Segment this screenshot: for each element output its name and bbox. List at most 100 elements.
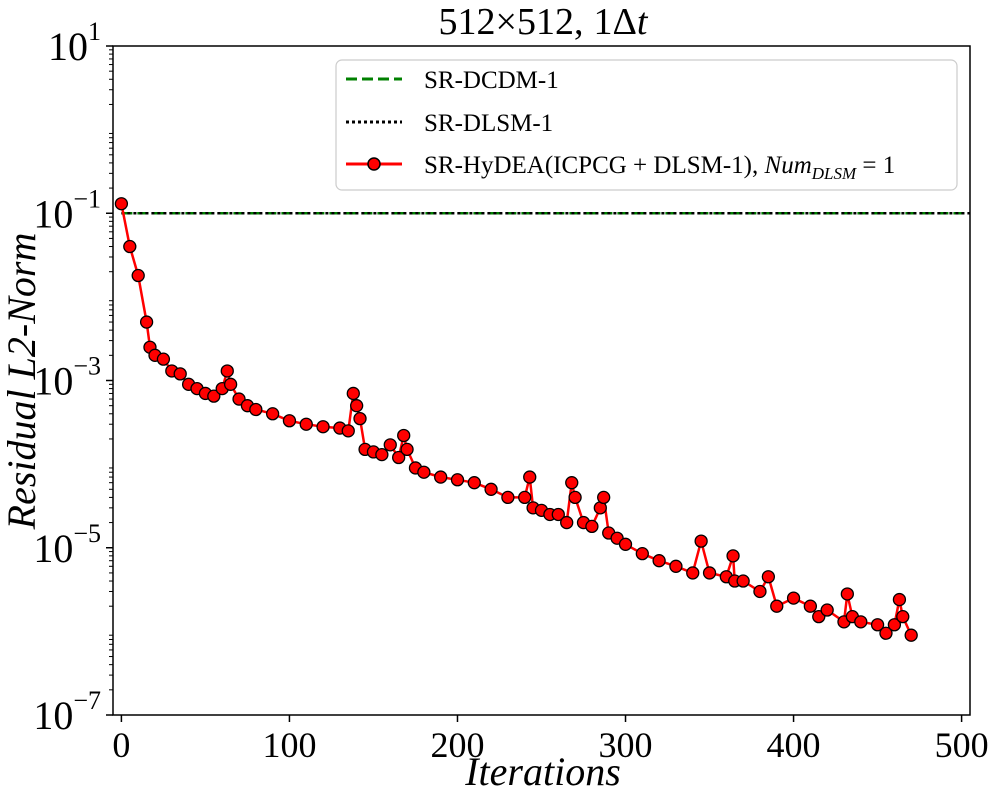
y-tick-label: 101 (48, 17, 101, 69)
title-size: 512×512, (439, 1, 584, 43)
series-point (484, 482, 498, 496)
series-point (316, 420, 330, 434)
series-point (892, 592, 907, 607)
series-point (220, 364, 234, 378)
series-point (896, 609, 910, 624)
series-point (131, 268, 145, 283)
series-point (156, 352, 171, 366)
legend-label-hydea-text: SR-HyDEA(ICPCG + DLSM-1), (424, 152, 765, 179)
y-tick-base: 10 (33, 693, 73, 738)
series-point (223, 377, 238, 391)
series-point (854, 615, 868, 629)
series-point (635, 547, 649, 561)
series-point (669, 559, 683, 573)
legend-label-hydea-eq: = 1 (856, 152, 895, 179)
legend-box (335, 59, 958, 191)
series-point (551, 507, 565, 522)
series-point (501, 490, 515, 505)
series-point (736, 574, 750, 588)
legend-label-hydea-num: Num (764, 152, 812, 179)
x-tick-label: 300 (599, 725, 653, 765)
x-tick-label: 500 (935, 725, 989, 765)
series-line-hydea (120, 203, 913, 636)
y-tick-exponent: −5 (73, 519, 101, 548)
series-point (560, 515, 574, 530)
series-point (392, 450, 406, 465)
series-point (417, 465, 431, 479)
y-tick-label: 10−3 (33, 352, 101, 404)
series-point (341, 424, 355, 438)
series-point (282, 414, 297, 428)
series-point (870, 618, 885, 632)
series-point (375, 447, 389, 462)
series-point (400, 442, 414, 457)
series-point (173, 367, 187, 381)
series-point (652, 554, 666, 568)
y-tick-base: 10 (33, 191, 73, 236)
series-point (353, 411, 367, 426)
series-point (346, 386, 360, 401)
series-point (726, 549, 740, 563)
series-point (434, 470, 448, 484)
legend-label-dlsm: SR-DLSM-1 (424, 110, 553, 137)
series-point (518, 490, 532, 505)
series-point (450, 473, 465, 487)
legend-label-dcdm: SR-DCDM-1 (424, 67, 559, 94)
series-point (694, 534, 708, 548)
legend-label-hydea-sub: DLSM (811, 164, 857, 183)
series-point (114, 197, 129, 211)
x-tick-label: 0 (112, 725, 130, 765)
series-point (761, 570, 776, 584)
x-tick-label: 400 (767, 725, 821, 765)
y-tick-exponent: 1 (88, 17, 101, 46)
series-point (686, 566, 700, 580)
series-point (123, 239, 137, 254)
y-tick-base: 10 (33, 526, 73, 571)
series-point (770, 599, 784, 613)
series-point (207, 389, 221, 403)
chart-title: 512×512, 1Δt (439, 1, 649, 43)
series-point (565, 476, 579, 490)
y-tick-base: 10 (33, 359, 73, 404)
series-point (786, 591, 801, 605)
y-tick-base: 10 (48, 24, 88, 69)
y-tick-label: 10−7 (33, 686, 101, 738)
series-point (467, 476, 481, 490)
series-point (249, 402, 263, 417)
y-tick-exponent: −3 (73, 352, 101, 381)
y-tick-label: 10−5 (33, 519, 101, 571)
series-point (879, 626, 893, 640)
series-point (139, 315, 154, 329)
series-point (887, 618, 902, 632)
x-axis-label: Iterations (464, 749, 621, 794)
title-t: t (637, 1, 649, 43)
legend-label-hydea: SR-HyDEA(ICPCG + DLSM-1), NumDLSM = 1 (424, 152, 895, 183)
series-point (702, 566, 717, 580)
series-point (904, 628, 918, 642)
x-axis: 0 100 200 300 400 500 (112, 715, 989, 765)
x-tick-label: 200 (430, 725, 484, 765)
series-point (299, 417, 313, 431)
series-point (753, 584, 767, 599)
y-tick-label: 10−1 (33, 184, 101, 236)
title-count: 1 (593, 1, 612, 43)
y-axis-label: Residual L2-Norm (0, 233, 44, 531)
x-tick-label: 100 (262, 725, 316, 765)
series-point (265, 407, 280, 421)
series-point (597, 490, 611, 505)
legend-marker-hydea (367, 157, 381, 171)
series-point (585, 519, 599, 534)
legend: SR-DCDM-1 SR-DLSM-1 SR-HyDEA(ICPCG + DLS… (335, 59, 958, 191)
series-point (383, 438, 397, 452)
series-point (820, 603, 834, 617)
series-point (523, 470, 537, 484)
series-point (803, 599, 818, 613)
title-delta: Δ (612, 1, 636, 43)
series-point (840, 587, 854, 601)
series-point (568, 490, 582, 505)
series-point (397, 428, 411, 443)
y-tick-exponent: −1 (73, 184, 101, 213)
series-point (618, 537, 633, 551)
